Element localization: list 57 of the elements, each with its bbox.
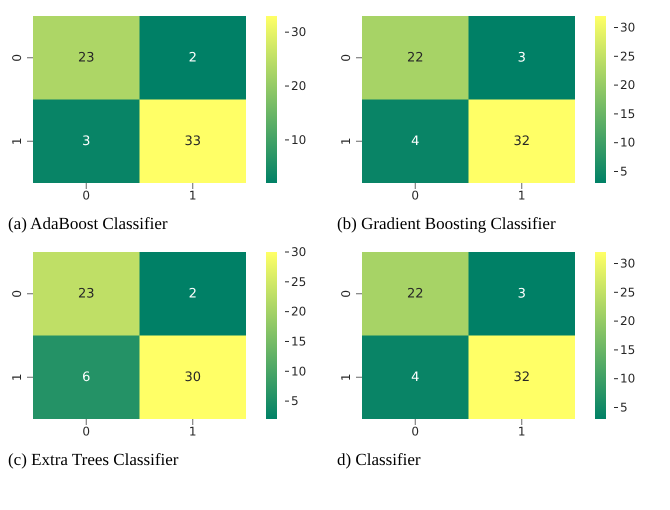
data-label: 4: [411, 134, 420, 149]
x-tick-label: 0: [411, 424, 420, 439]
data-label: 33: [184, 134, 202, 149]
y-tick-label: 0: [10, 54, 24, 62]
color-bar-label: 10: [620, 136, 636, 150]
text: (a) AdaBoost Classifier: [8, 214, 168, 234]
color-bar-label: 15: [620, 106, 636, 121]
data-label: 22: [406, 286, 424, 302]
data-label: 2: [188, 286, 197, 302]
data-label: 30: [184, 370, 202, 385]
color-bar-label: 10: [291, 364, 306, 378]
text: (c) Extra Trees Classifier: [8, 450, 178, 470]
color-bar-label: 30: [620, 256, 636, 271]
x-tick-label: 1: [188, 188, 197, 203]
color-bar-label: 15: [620, 342, 636, 357]
data-label: 23: [78, 50, 95, 66]
y-tick-label: 0: [339, 54, 353, 62]
color-bar-label: 10: [291, 132, 306, 147]
color-bar-label: 15: [291, 334, 306, 348]
y-tick-label: 1: [339, 137, 353, 146]
data-label: 23: [78, 286, 95, 302]
x-tick-label: 1: [518, 188, 526, 203]
data-label: 2: [188, 50, 197, 66]
color-bar-label: 5: [291, 394, 299, 408]
y-tick-label: 0: [339, 290, 353, 298]
color-bar-label: 25: [620, 285, 636, 300]
color-bar-label: 20: [291, 79, 306, 94]
color-bar-label: 30: [291, 25, 306, 40]
color-bar-label: 20: [291, 304, 306, 319]
data-label: 3: [518, 286, 526, 302]
data-label: 4: [411, 370, 420, 385]
color-bar-label: 10: [620, 372, 636, 386]
x-tick-label: 0: [82, 424, 90, 439]
data-label: 3: [82, 134, 90, 149]
color-bar-label: 20: [620, 314, 636, 328]
x-tick-label: 0: [411, 188, 420, 203]
color-bar-label: 30: [291, 245, 306, 259]
color-bar-label: 5: [620, 400, 628, 414]
text: (b) Gradient Boosting Classifier: [337, 214, 556, 234]
x-tick-label: 0: [82, 188, 90, 203]
data-label: 6: [82, 370, 90, 385]
data-label: 22: [406, 50, 424, 66]
y-tick-label: 0: [10, 290, 24, 298]
y-tick-label: 1: [10, 373, 24, 382]
y-tick-label: 1: [339, 373, 353, 382]
color-bar-label: 30: [620, 20, 636, 35]
data-label: 32: [513, 370, 530, 385]
text: d) Classifier: [337, 450, 421, 470]
color-bar-label: 5: [620, 164, 628, 178]
color-bar-label: 25: [620, 49, 636, 64]
data-label: 3: [518, 50, 526, 66]
y-tick-label: 1: [10, 137, 24, 146]
data-label: 32: [513, 134, 530, 149]
x-tick-label: 1: [518, 424, 526, 439]
x-tick-label: 1: [188, 424, 197, 439]
color-bar-label: 20: [620, 78, 636, 92]
color-bar-label: 25: [291, 274, 306, 289]
